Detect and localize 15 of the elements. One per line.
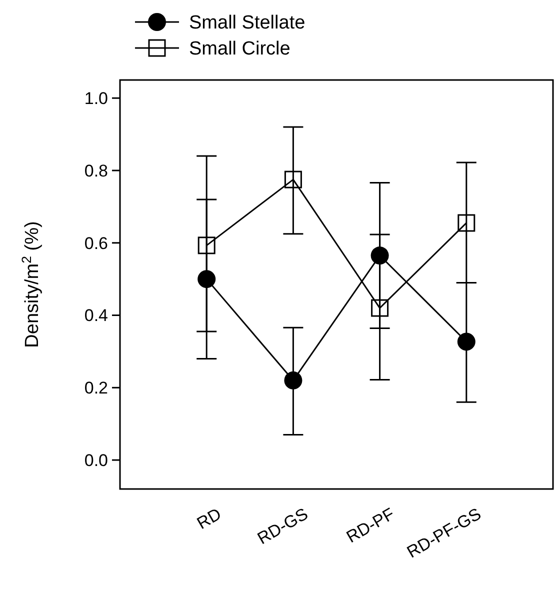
x-tick-label: RD bbox=[194, 504, 225, 534]
y-tick-label: 1.0 bbox=[84, 89, 108, 108]
legend-label: Small Stellate bbox=[189, 12, 306, 34]
y-tick-label: 0.4 bbox=[84, 306, 108, 326]
y-tick-label: 0.6 bbox=[84, 234, 108, 253]
point bbox=[457, 332, 476, 351]
point bbox=[371, 299, 389, 317]
legend-label: Small Circle bbox=[189, 38, 290, 60]
y-tick-label: 0.0 bbox=[84, 450, 108, 470]
y-tick-label: 0.2 bbox=[84, 378, 108, 398]
point bbox=[198, 236, 216, 254]
y-tick-label: 0.8 bbox=[84, 161, 108, 180]
point bbox=[284, 371, 302, 390]
point bbox=[284, 170, 302, 188]
point bbox=[458, 214, 476, 232]
